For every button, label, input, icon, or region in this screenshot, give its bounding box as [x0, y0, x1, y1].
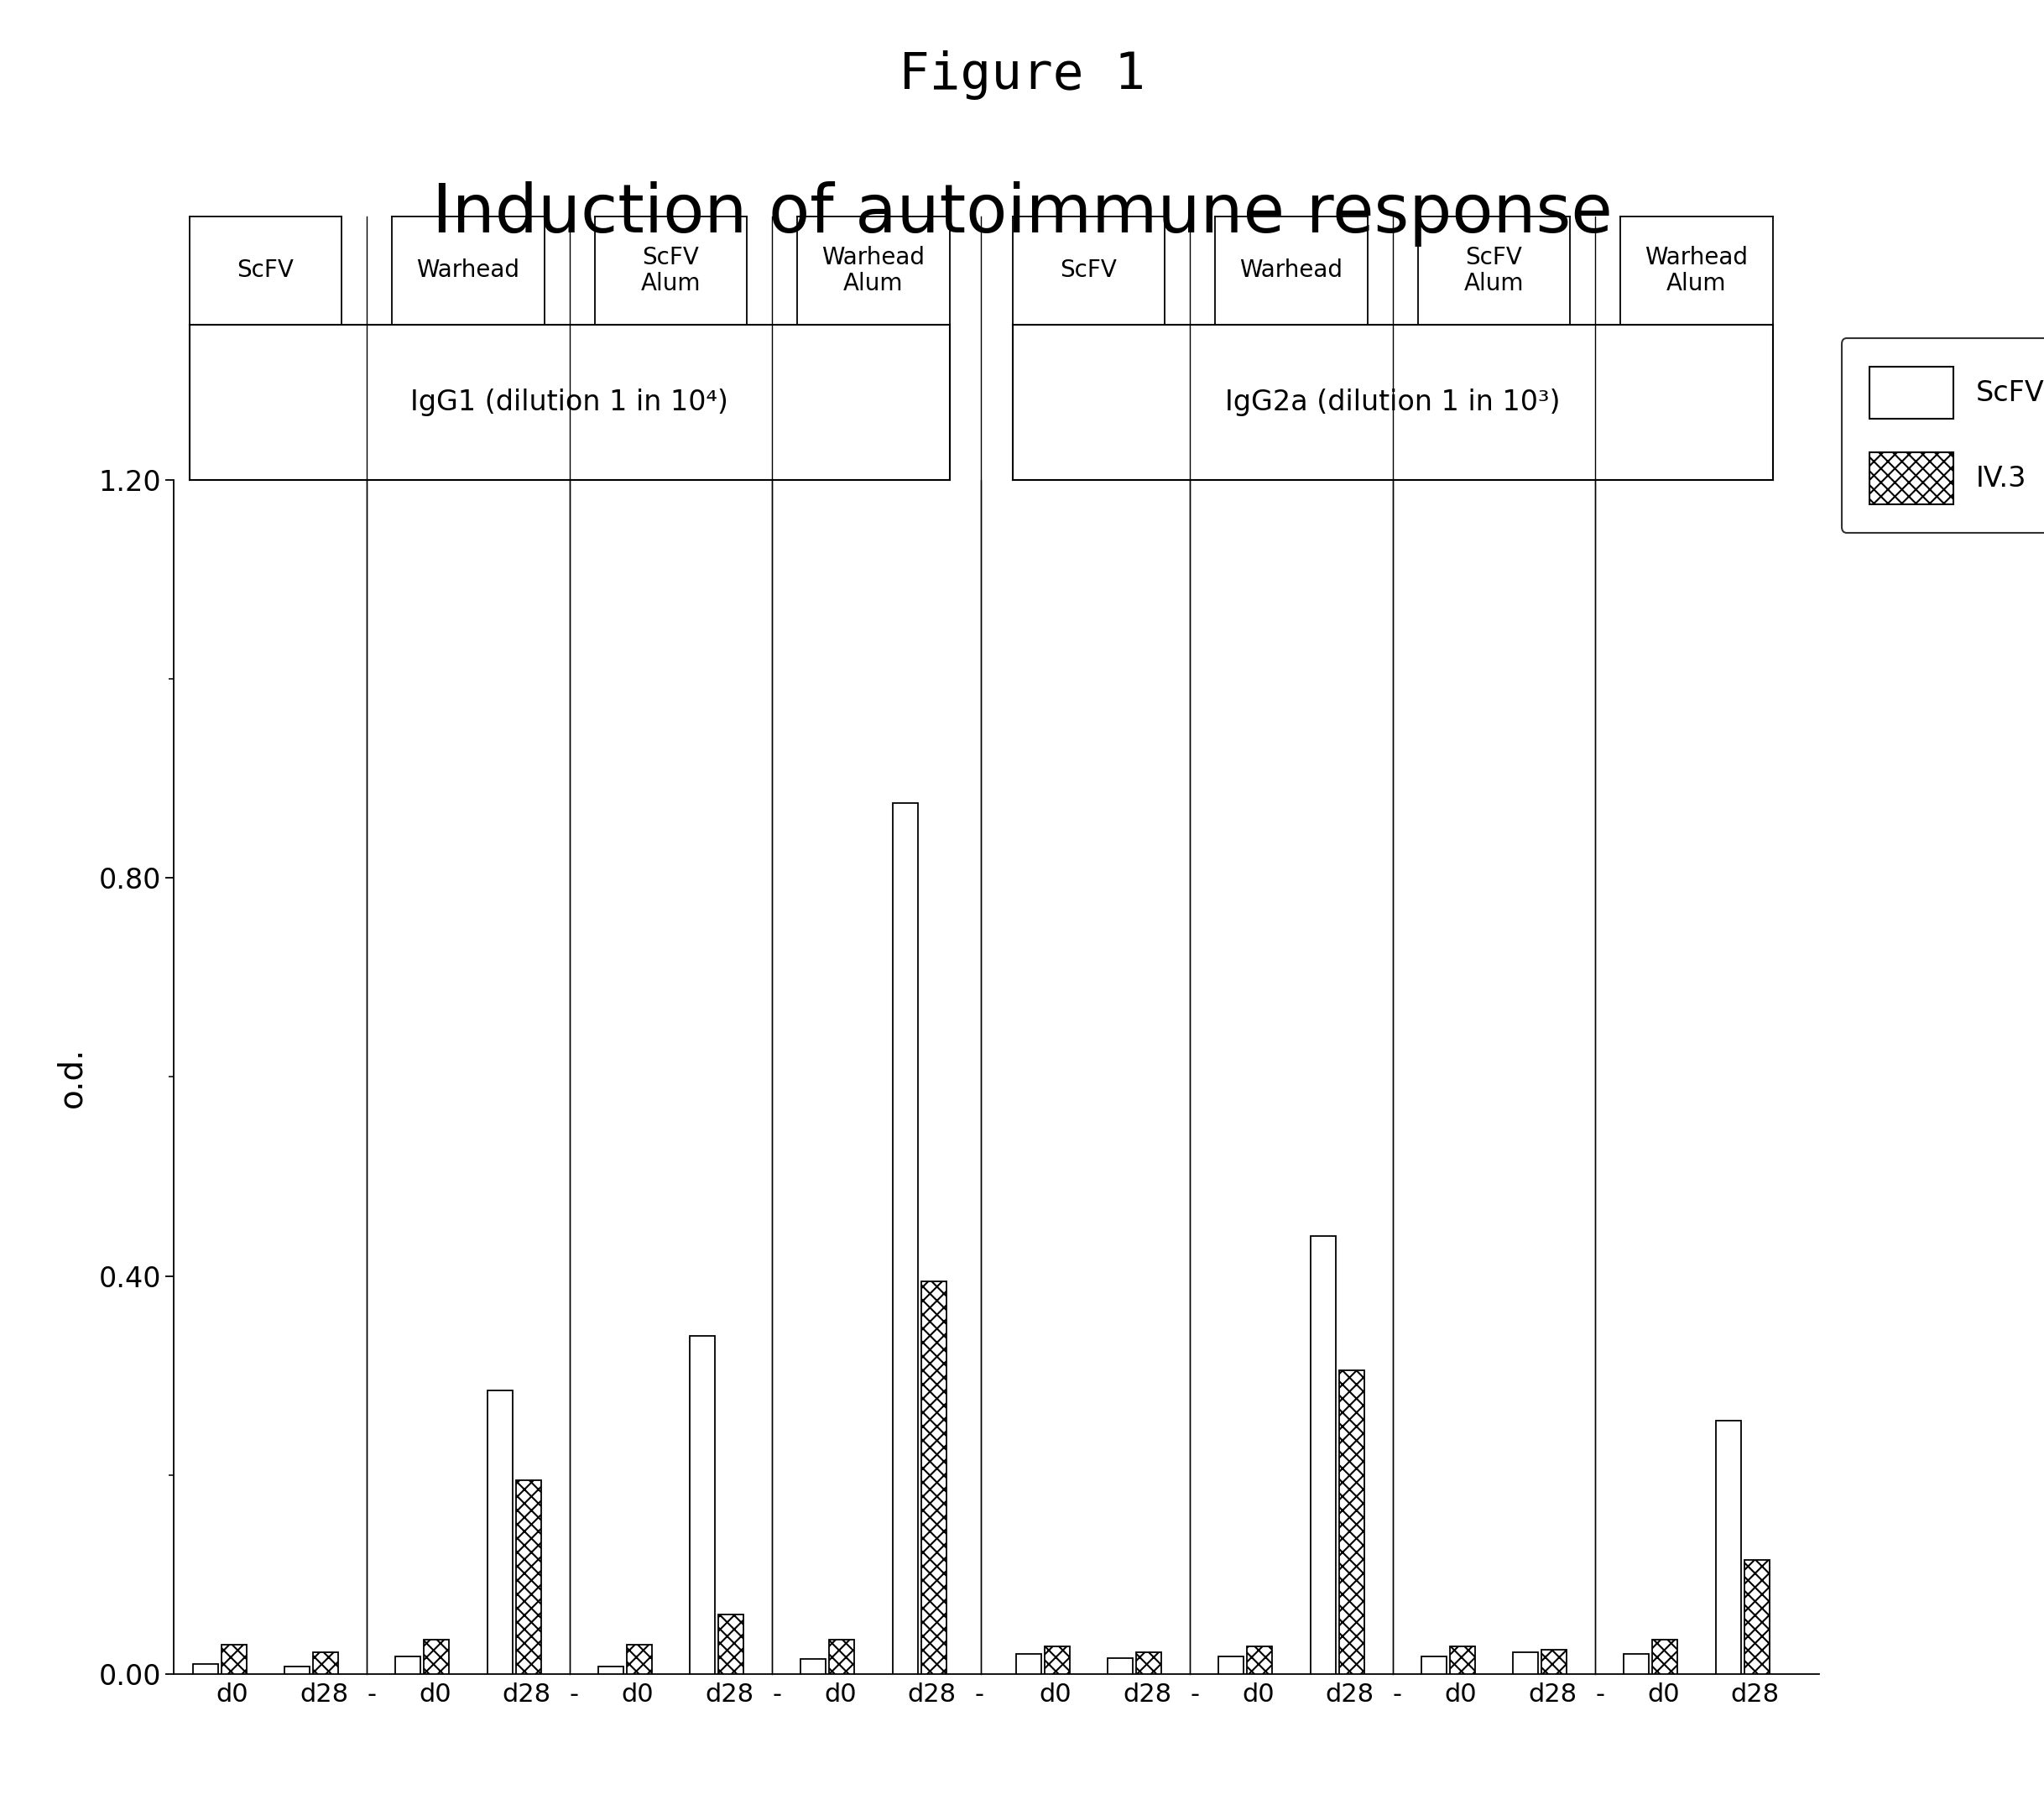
Bar	[689, 1336, 715, 1674]
Bar	[221, 1643, 247, 1674]
Bar	[893, 804, 918, 1674]
Bar	[1218, 1656, 1245, 1674]
Text: Warhead: Warhead	[1241, 259, 1343, 282]
Bar	[717, 1615, 744, 1674]
Bar	[1513, 1653, 1539, 1674]
Bar	[1136, 1653, 1161, 1674]
Bar	[1108, 1658, 1132, 1674]
Bar	[599, 1667, 623, 1674]
Bar	[830, 1640, 854, 1674]
Bar	[394, 1656, 421, 1674]
Bar	[628, 1643, 652, 1674]
Bar	[1744, 1560, 1770, 1674]
Bar	[1339, 1370, 1363, 1674]
Text: ScFV
Alum: ScFV Alum	[642, 246, 701, 295]
Bar	[313, 1653, 339, 1674]
Text: ScFV: ScFV	[237, 259, 294, 282]
Bar	[1310, 1236, 1335, 1674]
Text: Figure 1: Figure 1	[899, 51, 1145, 100]
Text: Warhead: Warhead	[417, 259, 519, 282]
Bar	[1421, 1656, 1447, 1674]
Text: Warhead
Alum: Warhead Alum	[822, 246, 926, 295]
Bar	[1016, 1654, 1040, 1674]
Bar	[801, 1660, 826, 1674]
Text: IgG1 (dilution 1 in 10⁴): IgG1 (dilution 1 in 10⁴)	[411, 387, 728, 416]
Bar	[1541, 1649, 1568, 1674]
Bar	[1715, 1421, 1741, 1674]
Bar	[515, 1481, 542, 1674]
Text: ScFV
Alum: ScFV Alum	[1464, 246, 1525, 295]
Bar	[486, 1390, 513, 1674]
Text: Induction of autoimmune response: Induction of autoimmune response	[431, 181, 1613, 246]
Y-axis label: o.d.: o.d.	[55, 1046, 88, 1108]
Bar	[1044, 1647, 1069, 1674]
Bar	[192, 1665, 219, 1674]
Legend: ScFV, IV.3: ScFV, IV.3	[1842, 338, 2044, 532]
Bar	[922, 1281, 946, 1674]
Text: ScFV: ScFV	[1061, 259, 1118, 282]
Bar	[1247, 1647, 1271, 1674]
Bar	[284, 1667, 311, 1674]
Text: Warhead
Alum: Warhead Alum	[1645, 246, 1748, 295]
Bar	[1652, 1640, 1678, 1674]
Text: IgG2a (dilution 1 in 10³): IgG2a (dilution 1 in 10³)	[1224, 387, 1560, 416]
Bar	[1449, 1647, 1476, 1674]
Bar	[1623, 1654, 1650, 1674]
Bar	[423, 1640, 450, 1674]
